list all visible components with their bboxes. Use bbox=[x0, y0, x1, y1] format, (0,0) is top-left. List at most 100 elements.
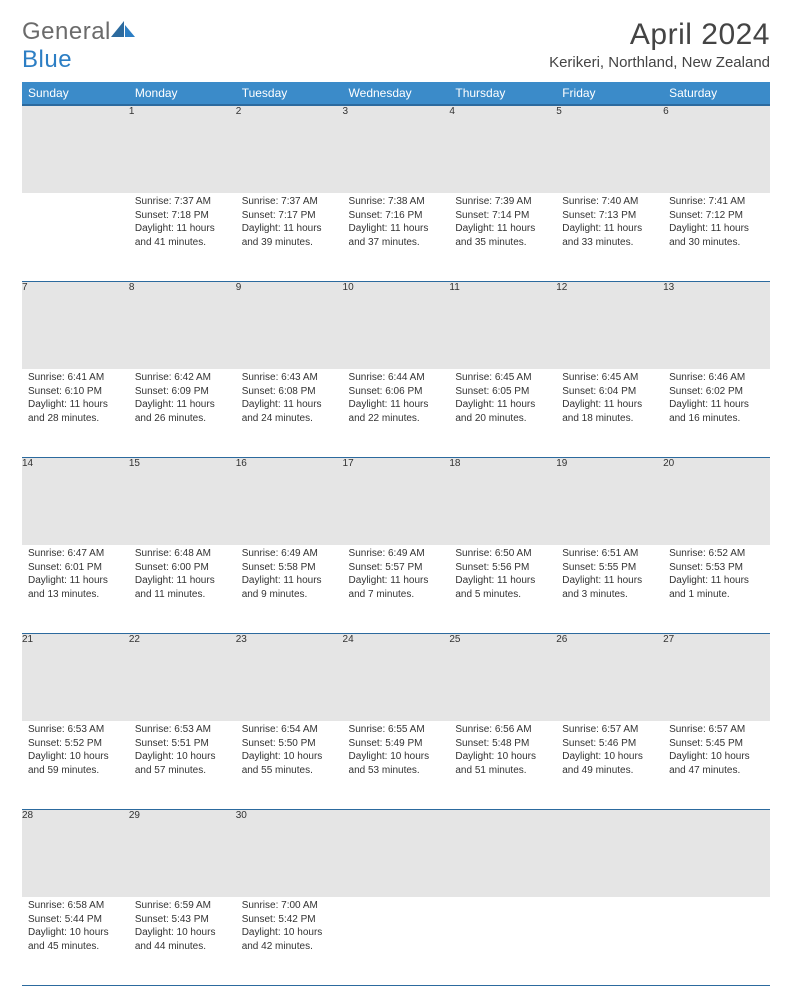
day1-text: Daylight: 11 hours bbox=[349, 398, 444, 412]
day-cell: Sunrise: 7:37 AMSunset: 7:17 PMDaylight:… bbox=[236, 193, 343, 281]
day-cell: Sunrise: 7:00 AMSunset: 5:42 PMDaylight:… bbox=[236, 897, 343, 985]
sunrise-text: Sunrise: 6:49 AM bbox=[349, 547, 444, 561]
day1-text: Daylight: 10 hours bbox=[349, 750, 444, 764]
month-title: April 2024 bbox=[549, 18, 770, 52]
day1-text: Daylight: 10 hours bbox=[669, 750, 764, 764]
day2-text: and 45 minutes. bbox=[28, 940, 123, 954]
day2-text: and 57 minutes. bbox=[135, 764, 230, 778]
day-number: 2 bbox=[236, 105, 343, 193]
sunset-text: Sunset: 5:45 PM bbox=[669, 737, 764, 751]
weekday-header: Sunday bbox=[22, 82, 129, 105]
day-cell: Sunrise: 6:54 AMSunset: 5:50 PMDaylight:… bbox=[236, 721, 343, 809]
day-number: 14 bbox=[22, 457, 129, 545]
sunrise-text: Sunrise: 6:58 AM bbox=[28, 899, 123, 913]
day-number: 28 bbox=[22, 809, 129, 897]
sunset-text: Sunset: 7:17 PM bbox=[242, 209, 337, 223]
sunrise-text: Sunrise: 6:54 AM bbox=[242, 723, 337, 737]
day-number bbox=[556, 809, 663, 897]
sunset-text: Sunset: 7:16 PM bbox=[349, 209, 444, 223]
day-cell: Sunrise: 7:39 AMSunset: 7:14 PMDaylight:… bbox=[449, 193, 556, 281]
day-number: 5 bbox=[556, 105, 663, 193]
sunrise-text: Sunrise: 6:53 AM bbox=[28, 723, 123, 737]
sunrise-text: Sunrise: 7:39 AM bbox=[455, 195, 550, 209]
day1-text: Daylight: 11 hours bbox=[669, 222, 764, 236]
sunset-text: Sunset: 7:14 PM bbox=[455, 209, 550, 223]
day-number: 12 bbox=[556, 281, 663, 369]
day2-text: and 22 minutes. bbox=[349, 412, 444, 426]
logo: GeneralBlue bbox=[22, 18, 137, 74]
day1-text: Daylight: 11 hours bbox=[455, 222, 550, 236]
day-content-row: Sunrise: 6:41 AMSunset: 6:10 PMDaylight:… bbox=[22, 369, 770, 457]
day1-text: Daylight: 11 hours bbox=[349, 222, 444, 236]
location-text: Kerikeri, Northland, New Zealand bbox=[549, 54, 770, 71]
calendar-table: SundayMondayTuesdayWednesdayThursdayFrid… bbox=[22, 82, 770, 986]
day1-text: Daylight: 11 hours bbox=[242, 574, 337, 588]
day-cell bbox=[449, 897, 556, 985]
weekday-header: Wednesday bbox=[343, 82, 450, 105]
day1-text: Daylight: 10 hours bbox=[455, 750, 550, 764]
day-number: 25 bbox=[449, 633, 556, 721]
day1-text: Daylight: 11 hours bbox=[135, 574, 230, 588]
day-cell: Sunrise: 6:53 AMSunset: 5:51 PMDaylight:… bbox=[129, 721, 236, 809]
day-cell: Sunrise: 6:59 AMSunset: 5:43 PMDaylight:… bbox=[129, 897, 236, 985]
day-cell: Sunrise: 6:55 AMSunset: 5:49 PMDaylight:… bbox=[343, 721, 450, 809]
day-cell: Sunrise: 7:41 AMSunset: 7:12 PMDaylight:… bbox=[663, 193, 770, 281]
day-number: 3 bbox=[343, 105, 450, 193]
sunrise-text: Sunrise: 7:00 AM bbox=[242, 899, 337, 913]
day-cell: Sunrise: 6:57 AMSunset: 5:45 PMDaylight:… bbox=[663, 721, 770, 809]
sunset-text: Sunset: 6:00 PM bbox=[135, 561, 230, 575]
day2-text: and 13 minutes. bbox=[28, 588, 123, 602]
day-number: 7 bbox=[22, 281, 129, 369]
day-cell bbox=[556, 897, 663, 985]
day-number: 27 bbox=[663, 633, 770, 721]
sunset-text: Sunset: 6:08 PM bbox=[242, 385, 337, 399]
day-number-row: 21222324252627 bbox=[22, 633, 770, 721]
day-number bbox=[663, 809, 770, 897]
sunset-text: Sunset: 5:42 PM bbox=[242, 913, 337, 927]
day-content-row: Sunrise: 6:53 AMSunset: 5:52 PMDaylight:… bbox=[22, 721, 770, 809]
day-number: 23 bbox=[236, 633, 343, 721]
day-cell: Sunrise: 6:49 AMSunset: 5:58 PMDaylight:… bbox=[236, 545, 343, 633]
day-number: 11 bbox=[449, 281, 556, 369]
day-number: 6 bbox=[663, 105, 770, 193]
logo-word1: General bbox=[22, 18, 111, 45]
sunrise-text: Sunrise: 6:45 AM bbox=[455, 371, 550, 385]
day-cell: Sunrise: 6:46 AMSunset: 6:02 PMDaylight:… bbox=[663, 369, 770, 457]
day-number: 26 bbox=[556, 633, 663, 721]
logo-word2: Blue bbox=[22, 46, 72, 73]
sunset-text: Sunset: 5:49 PM bbox=[349, 737, 444, 751]
day1-text: Daylight: 11 hours bbox=[562, 222, 657, 236]
day-number: 16 bbox=[236, 457, 343, 545]
sunset-text: Sunset: 5:48 PM bbox=[455, 737, 550, 751]
day2-text: and 24 minutes. bbox=[242, 412, 337, 426]
sunset-text: Sunset: 5:44 PM bbox=[28, 913, 123, 927]
sunrise-text: Sunrise: 6:44 AM bbox=[349, 371, 444, 385]
day-cell: Sunrise: 7:38 AMSunset: 7:16 PMDaylight:… bbox=[343, 193, 450, 281]
day1-text: Daylight: 10 hours bbox=[28, 750, 123, 764]
day-number: 24 bbox=[343, 633, 450, 721]
sunset-text: Sunset: 5:57 PM bbox=[349, 561, 444, 575]
day1-text: Daylight: 11 hours bbox=[669, 574, 764, 588]
day-cell bbox=[22, 193, 129, 281]
day-number: 1 bbox=[129, 105, 236, 193]
day-number-row: 78910111213 bbox=[22, 281, 770, 369]
calendar-body: 123456Sunrise: 7:37 AMSunset: 7:18 PMDay… bbox=[22, 105, 770, 985]
day-number: 17 bbox=[343, 457, 450, 545]
day2-text: and 37 minutes. bbox=[349, 236, 444, 250]
day-cell bbox=[663, 897, 770, 985]
sunrise-text: Sunrise: 6:56 AM bbox=[455, 723, 550, 737]
day-cell: Sunrise: 6:41 AMSunset: 6:10 PMDaylight:… bbox=[22, 369, 129, 457]
day2-text: and 11 minutes. bbox=[135, 588, 230, 602]
sunrise-text: Sunrise: 7:40 AM bbox=[562, 195, 657, 209]
day-cell: Sunrise: 6:50 AMSunset: 5:56 PMDaylight:… bbox=[449, 545, 556, 633]
day2-text: and 55 minutes. bbox=[242, 764, 337, 778]
day-cell: Sunrise: 6:53 AMSunset: 5:52 PMDaylight:… bbox=[22, 721, 129, 809]
title-block: April 2024 Kerikeri, Northland, New Zeal… bbox=[549, 18, 770, 71]
day1-text: Daylight: 11 hours bbox=[562, 574, 657, 588]
sunset-text: Sunset: 5:58 PM bbox=[242, 561, 337, 575]
day1-text: Daylight: 11 hours bbox=[242, 222, 337, 236]
sunset-text: Sunset: 5:53 PM bbox=[669, 561, 764, 575]
day1-text: Daylight: 10 hours bbox=[135, 926, 230, 940]
day1-text: Daylight: 10 hours bbox=[242, 750, 337, 764]
day1-text: Daylight: 10 hours bbox=[242, 926, 337, 940]
